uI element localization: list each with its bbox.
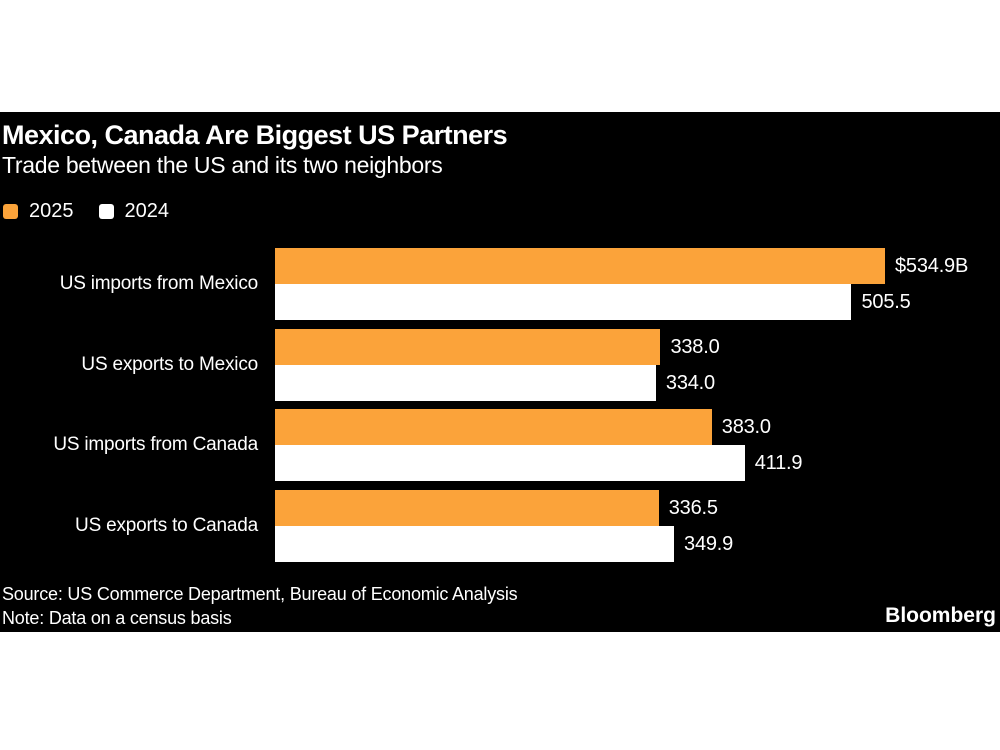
value-label: 411.9 [754, 451, 803, 474]
bar-group-us-exports-to-canada: US exports to Canada 336.5 349.9 [0, 490, 1000, 562]
category-label: US imports from Mexico [59, 273, 259, 294]
legend-swatch-2025 [3, 204, 18, 219]
bar-row-2024: 349.9 [275, 526, 733, 562]
bar-row-2024: 411.9 [275, 445, 802, 481]
value-label: 336.5 [668, 496, 718, 519]
bar-chart: US imports from Mexico $534.9B 505.5 US exp… [0, 248, 1000, 563]
bar-row-2025: 338.0 [275, 329, 720, 365]
bar-2025-us-exports-to-canada [275, 490, 659, 526]
bar-2024-us-imports-from-canada [275, 445, 745, 481]
bar-group-us-imports-from-canada: US imports from Canada 383.0 411.9 [0, 409, 1000, 481]
bar-group-us-imports-from-mexico: US imports from Mexico $534.9B 505.5 [0, 248, 1000, 320]
bar-2024-us-exports-to-canada [275, 526, 675, 562]
category-label: US exports to Mexico [81, 354, 258, 375]
bar-row-2025: 336.5 [275, 490, 718, 526]
chart-panel: Mexico, Canada Are Biggest US Partners T… [0, 112, 1000, 632]
bar-row-2025: 383.0 [275, 409, 771, 445]
value-label: $534.9B [895, 254, 969, 277]
legend-label-2024: 2024 [124, 200, 170, 222]
legend: 2025 2024 [3, 200, 169, 223]
legend-label-2025: 2025 [29, 200, 74, 222]
source-text: Source: US Commerce Department, Bureau o… [2, 584, 518, 604]
value-label: 338.0 [670, 335, 720, 358]
legend-item-2025: 2025 [3, 200, 74, 223]
bar-2024-us-exports-to-mexico [275, 365, 656, 401]
value-label: 383.0 [721, 415, 771, 438]
bar-row-2024: 505.5 [275, 284, 911, 320]
chart-title: Mexico, Canada Are Biggest US Partners [2, 120, 508, 150]
value-label: 349.9 [684, 532, 734, 555]
bar-row-2025: $534.9B [275, 248, 968, 284]
bar-2025-us-exports-to-mexico [275, 329, 661, 365]
note-text: Note: Data on a census basis [2, 608, 232, 628]
bloomberg-logo: Bloomberg [885, 604, 996, 627]
legend-item-2024: 2024 [98, 200, 170, 223]
chart-subtitle: Trade between the US and its two neighbo… [2, 152, 443, 178]
bar-2025-us-imports-from-mexico [275, 248, 885, 284]
bar-row-2024: 334.0 [275, 365, 715, 401]
bar-2024-us-imports-from-mexico [275, 284, 852, 320]
value-label: 505.5 [861, 290, 911, 313]
legend-swatch-2024 [98, 204, 114, 219]
bar-group-us-exports-to-mexico: US exports to Mexico 338.0 334.0 [0, 329, 1000, 401]
value-label: 334.0 [665, 371, 715, 394]
category-label: US exports to Canada [75, 515, 258, 536]
category-label: US imports from Canada [53, 434, 258, 455]
bar-2025-us-imports-from-canada [275, 409, 712, 445]
